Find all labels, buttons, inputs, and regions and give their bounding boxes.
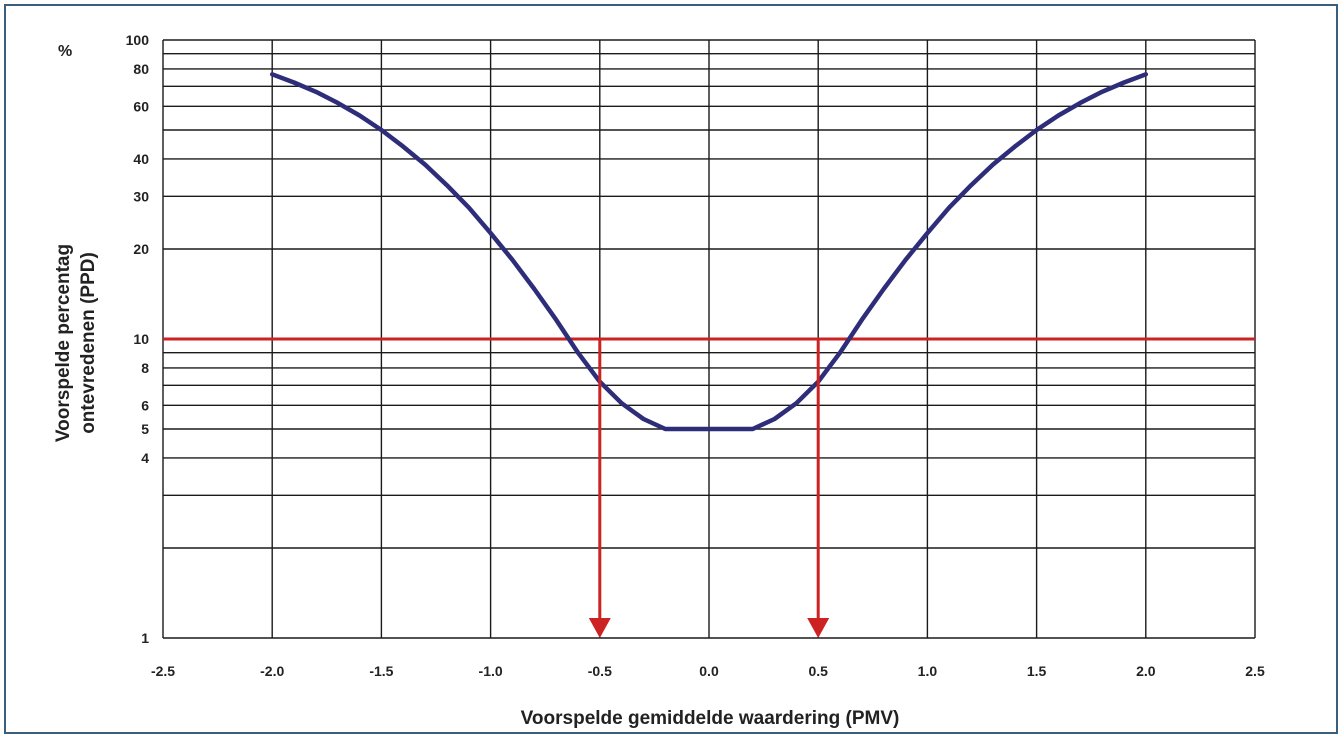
x-tick-label-9: 2.0 — [1136, 663, 1156, 679]
y-axis-title-line1: Voorspelde percentag — [53, 244, 74, 442]
x-axis-title: Voorspelde gemiddelde waardering (PMV) — [521, 708, 900, 729]
x-tick-label-6: 0.5 — [808, 663, 828, 679]
x-tick-label-5: 0.0 — [699, 663, 719, 679]
y-tick-label-40: 40 — [133, 151, 149, 167]
y-unit-label: % — [58, 43, 72, 60]
x-tick-label-7: 1.0 — [918, 663, 938, 679]
x-tick-label-3: -1.0 — [479, 663, 503, 679]
y-tick-label-1: 1 — [141, 630, 149, 646]
y-tick-label-60: 60 — [133, 98, 149, 114]
y-tick-label-20: 20 — [133, 241, 149, 257]
arrow-head-0 — [588, 618, 611, 638]
x-tick-labels: -2.5 -2.0 -1.5 -1.0 -0.5 0.0 0.5 1.0 1.5 2.0 2.5 — [151, 663, 1265, 679]
x-tick-label-2: -1.5 — [369, 663, 393, 679]
arrow-head-1 — [807, 618, 830, 638]
y-tick-label-5: 5 — [141, 421, 149, 437]
chart-frame — [4, 4, 1338, 734]
y-tick-label-6: 6 — [141, 397, 149, 413]
x-tick-label-4: -0.5 — [588, 663, 612, 679]
x-tick-label-0: -2.5 — [151, 663, 175, 679]
y-tick-labels: 1 4 5 6 8 10 20 30 40 60 80 100 — [126, 32, 150, 646]
y-tick-label-10: 10 — [133, 331, 149, 347]
y-tick-label-80: 80 — [133, 61, 149, 77]
x-tick-label-10: 2.5 — [1245, 663, 1265, 679]
arrows-group — [588, 339, 830, 638]
y-tick-label-8: 8 — [141, 360, 149, 376]
x-tick-label-1: -2.0 — [260, 663, 284, 679]
y-tick-label-4: 4 — [141, 450, 149, 466]
y-tick-label-100: 100 — [126, 32, 150, 48]
y-axis-title-line2: ontevredenen (PPD) — [78, 252, 99, 434]
y-tick-label-30: 30 — [133, 188, 149, 204]
x-tick-label-8: 1.5 — [1027, 663, 1047, 679]
series-group — [269, 72, 1149, 432]
ppd-curve-0 — [269, 72, 1149, 432]
